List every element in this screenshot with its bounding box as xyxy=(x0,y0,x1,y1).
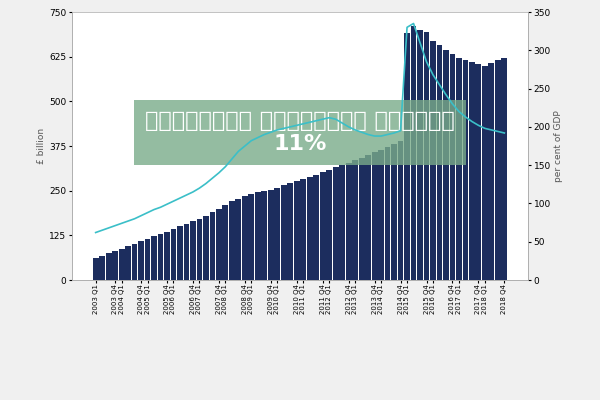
Bar xyxy=(274,188,280,280)
Bar xyxy=(398,141,403,280)
Bar xyxy=(385,147,391,280)
Bar xyxy=(223,205,229,280)
Y-axis label: £ billion: £ billion xyxy=(37,128,46,164)
Bar xyxy=(391,144,397,280)
Bar xyxy=(235,198,241,280)
Bar xyxy=(449,54,455,280)
Bar xyxy=(125,246,131,280)
Bar xyxy=(443,50,449,280)
Bar xyxy=(495,60,501,280)
Bar xyxy=(197,218,202,280)
Bar xyxy=(326,170,332,280)
Bar xyxy=(262,191,267,280)
Bar xyxy=(307,177,313,280)
Bar xyxy=(93,258,98,280)
Bar xyxy=(456,58,462,280)
Text: 合法配资炒股线上 国内期市收盘普涨 集运欧线涨超
11%: 合法配资炒股线上 国内期市收盘普涨 集运欧线涨超 11% xyxy=(145,111,455,154)
Bar xyxy=(371,152,377,280)
Bar xyxy=(112,251,118,280)
Y-axis label: per cent of GDP: per cent of GDP xyxy=(554,110,563,182)
Bar xyxy=(482,66,488,280)
Bar xyxy=(177,226,183,280)
Bar xyxy=(430,40,436,280)
Bar xyxy=(190,221,196,280)
Bar xyxy=(346,163,352,280)
Bar xyxy=(463,60,469,280)
Bar xyxy=(248,194,254,280)
Bar xyxy=(106,253,112,280)
Bar xyxy=(119,248,125,280)
Bar xyxy=(437,45,442,280)
Bar xyxy=(158,234,163,280)
Bar xyxy=(184,224,190,280)
Bar xyxy=(255,192,261,280)
Bar xyxy=(301,179,306,280)
Bar xyxy=(229,201,235,280)
Bar xyxy=(339,165,345,280)
Bar xyxy=(268,190,274,280)
Bar xyxy=(359,158,365,280)
Bar xyxy=(281,185,287,280)
Bar xyxy=(99,256,105,280)
Bar xyxy=(216,208,222,280)
Bar xyxy=(410,26,416,280)
Bar xyxy=(333,168,338,280)
Bar xyxy=(404,34,410,280)
Bar xyxy=(294,181,299,280)
Bar xyxy=(424,32,430,280)
Bar xyxy=(145,239,151,280)
Bar xyxy=(488,63,494,280)
Bar xyxy=(365,155,371,280)
Bar xyxy=(313,174,319,280)
Bar xyxy=(203,216,209,280)
Bar xyxy=(170,229,176,280)
Bar xyxy=(151,236,157,280)
Bar xyxy=(131,244,137,280)
Bar xyxy=(475,64,481,280)
Bar xyxy=(352,160,358,280)
Bar xyxy=(378,150,384,280)
Bar xyxy=(242,196,248,280)
Bar xyxy=(138,241,144,280)
Bar xyxy=(209,212,215,280)
Bar xyxy=(164,232,170,280)
Bar xyxy=(320,172,326,280)
Bar xyxy=(287,183,293,280)
Bar xyxy=(502,58,507,280)
Bar xyxy=(469,62,475,280)
Bar xyxy=(417,30,423,280)
